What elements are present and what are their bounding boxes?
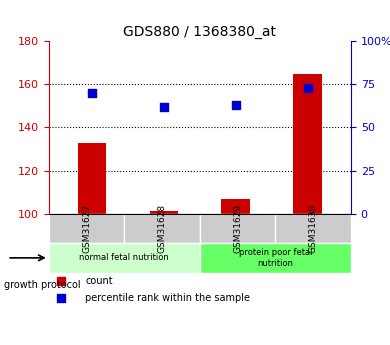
Text: GSM31629: GSM31629 [233,204,242,253]
Point [58,296,64,301]
Point [233,102,239,108]
FancyBboxPatch shape [200,243,351,273]
FancyBboxPatch shape [124,214,200,243]
Bar [293,74,322,214]
FancyBboxPatch shape [49,214,124,243]
Text: normal fetal nutrition: normal fetal nutrition [80,253,169,262]
Text: count: count [85,276,113,286]
Point [305,85,311,91]
FancyBboxPatch shape [200,214,275,243]
FancyBboxPatch shape [275,214,351,243]
FancyBboxPatch shape [49,243,200,273]
Text: GSM31627: GSM31627 [82,204,91,253]
Point [161,104,167,110]
Point [89,90,95,96]
Text: protein poor fetal
nutrition: protein poor fetal nutrition [239,248,312,268]
Title: GDS880 / 1368380_at: GDS880 / 1368380_at [123,25,277,39]
Bar [149,211,178,214]
Text: GSM31628: GSM31628 [158,204,167,253]
Text: GSM31630: GSM31630 [309,204,318,253]
Bar [222,198,250,214]
Bar [78,142,106,214]
Point [58,278,64,284]
Text: percentile rank within the sample: percentile rank within the sample [85,294,250,304]
Text: growth protocol: growth protocol [4,280,80,289]
